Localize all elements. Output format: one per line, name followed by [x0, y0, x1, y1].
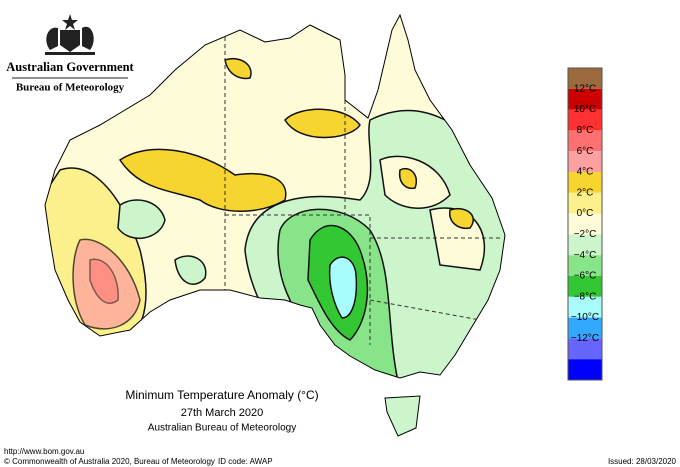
legend-swatch: [568, 109, 602, 131]
legend-swatch: [568, 276, 602, 297]
bureau-name: Bureau of Meteorology: [16, 82, 125, 94]
legend-label: 4°C: [577, 167, 594, 178]
legend-label: 10°C: [574, 104, 596, 115]
legend-swatch: [568, 172, 602, 193]
legend-label: −6°C: [574, 271, 597, 282]
legend-label: −2°C: [574, 229, 597, 240]
legend-swatch: [568, 296, 602, 318]
legend-swatch: [568, 192, 602, 214]
map-title: Minimum Temperature Anomaly (°C): [125, 388, 318, 402]
legend-swatch: [568, 338, 602, 360]
legend-swatch: [568, 359, 602, 380]
legend-label: −10°C: [571, 312, 599, 323]
footer-copyright: © Commonwealth of Australia 2020, Bureau…: [4, 457, 215, 466]
legend-swatch: [568, 213, 602, 235]
legend-swatch: [568, 68, 602, 89]
legend-label: 6°C: [577, 146, 594, 157]
legend-label: 8°C: [577, 125, 594, 136]
legend-swatch: [568, 88, 602, 110]
legend-label: −12°C: [571, 333, 599, 344]
emblem: [45, 14, 95, 55]
legend-swatch: [568, 317, 602, 339]
legend-label: −4°C: [574, 250, 597, 261]
legend-label: −8°C: [574, 291, 597, 302]
legend-swatch: [568, 234, 602, 256]
legend-swatch: [568, 130, 602, 152]
government-name: Australian Government: [6, 60, 134, 74]
footer-id-code: ID code: AWAP: [218, 457, 273, 466]
map-date: 27th March 2020: [181, 407, 264, 419]
legend-frame: [567, 67, 603, 381]
footer-url[interactable]: http://www.bom.gov.au: [4, 447, 84, 456]
legend-swatch: [568, 255, 602, 276]
legend-swatch: [568, 151, 602, 172]
legend-label: 12°C: [574, 83, 596, 94]
legend-label: 2°C: [577, 187, 594, 198]
legend-label: 0°C: [577, 208, 594, 219]
footer-issued: Issued: 28/03/2020: [608, 457, 677, 466]
legend: 12°C 10°C 8°C 6°C 4°C 2°C 0°C −2°C −4°C −6°C −8°C −…: [567, 67, 603, 381]
map-source: Australian Bureau of Meteorology: [148, 423, 296, 434]
